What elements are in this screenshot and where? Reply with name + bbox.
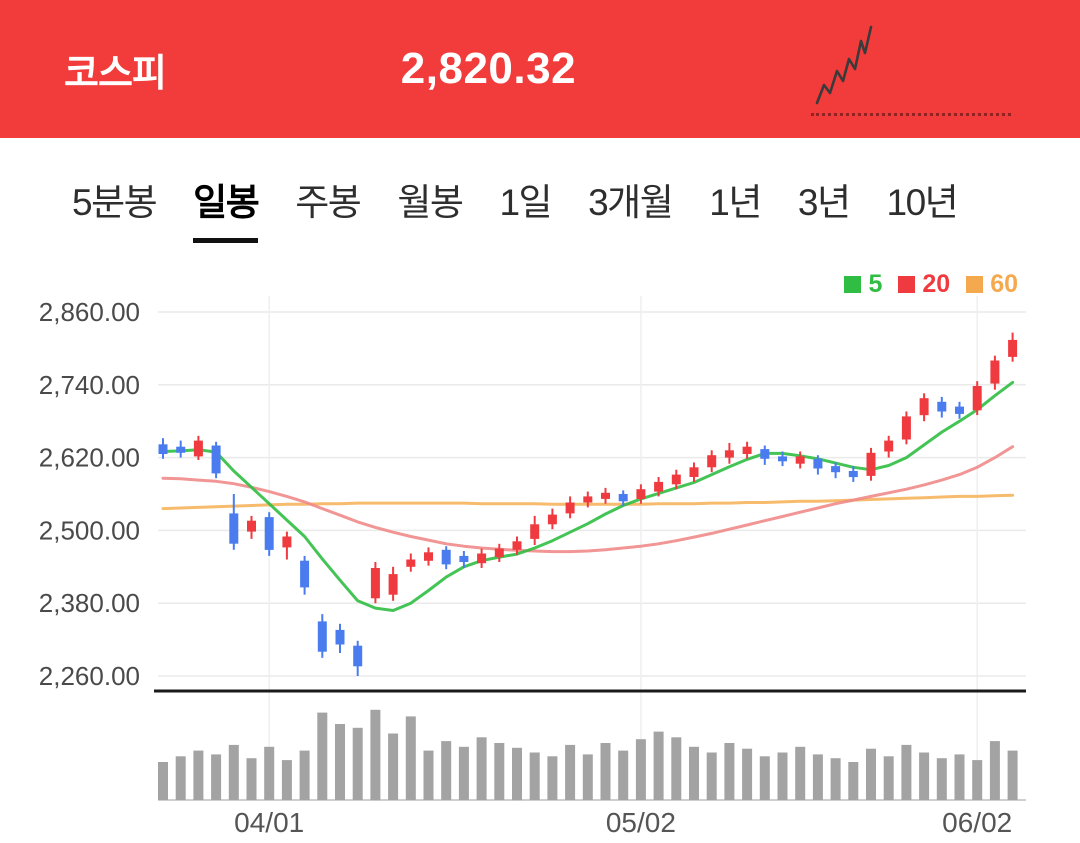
tab-10year[interactable]: 10년 — [886, 182, 959, 223]
svg-text:2,260.00: 2,260.00 — [39, 661, 140, 691]
tab-weekly[interactable]: 주봉 — [295, 182, 362, 223]
tab-1day[interactable]: 1일 — [499, 182, 552, 223]
tab-1year[interactable]: 1년 — [709, 182, 762, 223]
svg-text:2,380.00: 2,380.00 — [39, 588, 140, 618]
legend-ma5: 5 — [844, 270, 882, 299]
dotted-divider — [811, 112, 1011, 116]
app-header: 코스피 2,820.32 — [0, 0, 1080, 138]
tab-3month[interactable]: 3개월 — [588, 182, 674, 223]
tab-daily[interactable]: 일봉 — [193, 172, 260, 243]
mini-chart-preview[interactable] — [811, 23, 1016, 116]
ma-legend: 5 20 60 — [844, 270, 1018, 299]
svg-text:2,860.00: 2,860.00 — [39, 297, 140, 327]
period-tab-bar: 5분봉 일봉 주봉 월봉 1일 3개월 1년 3년 10년 — [0, 138, 1080, 243]
ma60-color-swatch — [966, 276, 984, 293]
index-price: 2,820.32 — [400, 44, 577, 93]
svg-text:2,620.00: 2,620.00 — [39, 443, 140, 473]
svg-text:2,740.00: 2,740.00 — [39, 370, 140, 400]
svg-text:05/02: 05/02 — [606, 807, 676, 838]
tab-monthly[interactable]: 월봉 — [397, 182, 464, 223]
tab-3year[interactable]: 3년 — [797, 182, 851, 223]
ma20-label: 20 — [922, 270, 951, 298]
sparkline-icon — [815, 25, 873, 104]
price-wrap: 2,820.32 — [166, 44, 811, 94]
tab-5min[interactable]: 5분봉 — [72, 182, 158, 223]
index-title: 코스피 — [64, 52, 167, 95]
ma20-color-swatch — [898, 276, 916, 293]
legend-ma60: 60 — [966, 270, 1018, 299]
candlestick-chart[interactable]: 2,860.00 2,740.00 2,620.00 2,500.00 2,380.00… — [0, 268, 1080, 843]
legend-ma20: 20 — [898, 270, 950, 299]
ma5-color-swatch — [844, 276, 862, 293]
ma60-label: 60 — [990, 270, 1018, 298]
svg-text:06/02: 06/02 — [942, 807, 1012, 838]
svg-text:04/01: 04/01 — [234, 807, 304, 838]
chart-area: 5 20 60 2,860.00 2,740.00 2,620.00 2,500.00… — [0, 268, 1080, 843]
ma5-label: 5 — [868, 270, 883, 298]
svg-text:2,500.00: 2,500.00 — [39, 515, 140, 545]
